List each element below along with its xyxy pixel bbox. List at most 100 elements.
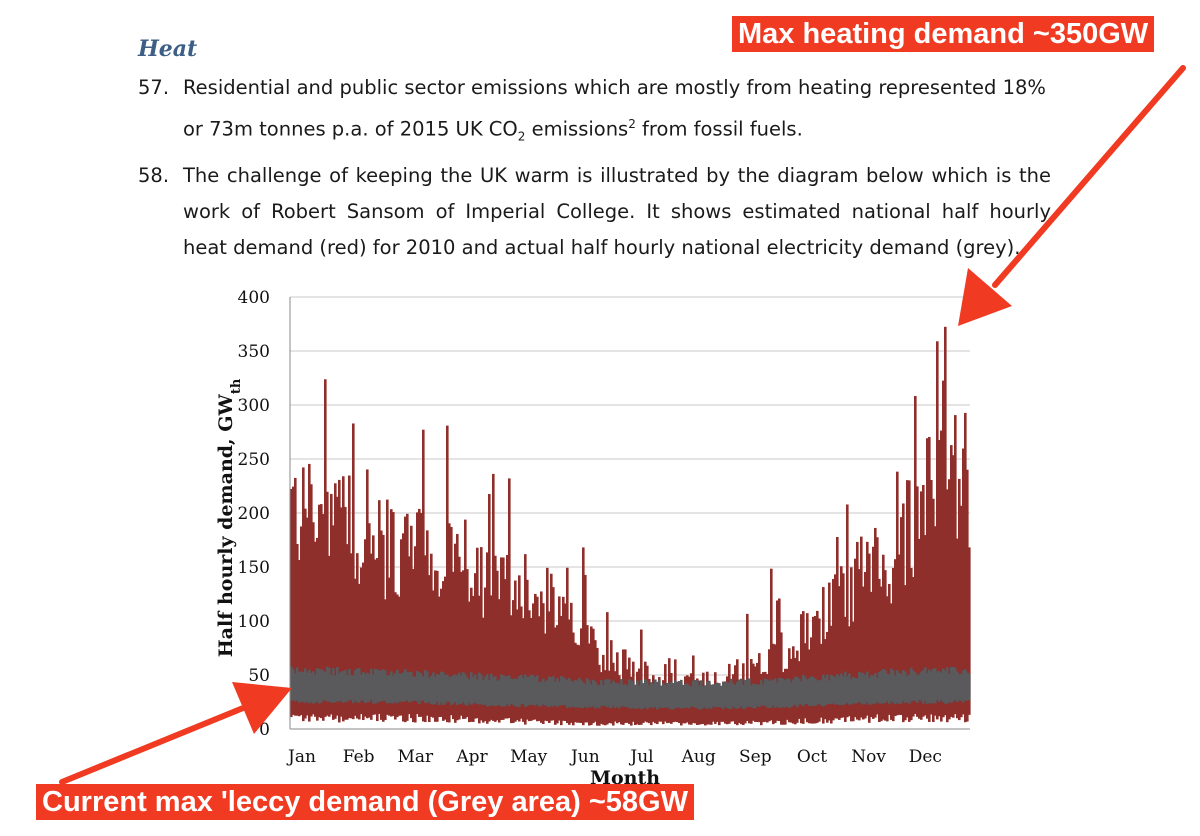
heat-demand-bar	[572, 632, 575, 726]
electricity-demand-bar	[956, 671, 959, 703]
heat-demand-bar	[350, 553, 353, 719]
heat-demand-bar	[554, 627, 557, 725]
heat-demand-bar	[498, 599, 501, 723]
electricity-demand-bar	[626, 685, 629, 708]
electricity-demand-callout: Current max 'leccy demand (Grey area) ~5…	[36, 784, 694, 820]
electricity-demand-bar	[700, 680, 703, 710]
electricity-demand-bar	[462, 672, 465, 703]
electricity-demand-bar	[896, 670, 899, 703]
electricity-demand-bar	[546, 680, 549, 707]
electricity-demand-bar	[906, 676, 909, 703]
electricity-demand-bar	[444, 675, 447, 704]
electricity-demand-bar	[666, 682, 669, 708]
heat-demand-bar	[836, 537, 839, 719]
heat-demand-bar	[444, 576, 447, 720]
electricity-demand-bar	[354, 670, 357, 701]
heat-demand-bar	[432, 590, 435, 718]
electricity-demand-bar	[900, 673, 903, 704]
heat-demand-bar	[926, 438, 929, 719]
electricity-demand-bar	[748, 678, 751, 707]
electricity-demand-bar	[854, 678, 857, 704]
electricity-demand-bar	[492, 677, 495, 706]
electricity-demand-bar	[758, 684, 761, 708]
electricity-demand-bar	[474, 674, 477, 703]
electricity-demand-bar	[594, 681, 597, 709]
electricity-demand-bar	[346, 675, 349, 702]
y-tick-label: 200	[238, 504, 270, 524]
heat-demand-bar	[928, 436, 931, 722]
heat-demand-bar	[430, 553, 433, 717]
heat-demand-bar	[746, 613, 749, 721]
electricity-demand-bar	[792, 679, 795, 706]
electricity-demand-bar	[836, 674, 839, 704]
heat-demand-bar	[852, 621, 855, 722]
electricity-demand-bar	[542, 678, 545, 705]
electricity-demand-bar	[414, 676, 417, 701]
electricity-demand-bar	[932, 668, 935, 704]
electricity-demand-bar	[636, 680, 639, 709]
electricity-demand-bar	[422, 676, 425, 701]
heat-demand-bar	[328, 555, 331, 717]
heat-demand-bar	[816, 610, 819, 723]
electricity-demand-bar	[456, 675, 459, 706]
heat-demand-bar	[906, 480, 909, 718]
heat-demand-bar	[534, 593, 537, 720]
heat-demand-bar	[914, 395, 917, 714]
electricity-demand-bar	[554, 682, 557, 705]
electricity-demand-bar	[786, 678, 789, 707]
electricity-demand-bar	[334, 675, 337, 703]
heat-demand-bar	[420, 512, 423, 717]
heat-demand-bar	[326, 491, 329, 716]
electricity-demand-bar	[518, 676, 521, 708]
heat-demand-bar	[464, 519, 467, 719]
heat-demand-bar	[502, 557, 505, 720]
heat-demand-bar	[510, 615, 513, 724]
electricity-demand-bar	[670, 681, 673, 710]
heat-demand-bar	[486, 552, 489, 724]
electricity-demand-bar	[306, 672, 309, 702]
heat-demand-bar	[896, 471, 899, 716]
electricity-demand-bar	[686, 683, 689, 708]
heat-demand-bar	[910, 567, 913, 721]
heat-demand-bar	[966, 469, 969, 722]
heat-demand-bar	[858, 569, 861, 721]
heat-demand-bar	[566, 567, 569, 724]
heat-demand-bar	[518, 575, 521, 722]
electricity-demand-bar	[634, 684, 637, 709]
electricity-demand-bar	[750, 684, 753, 708]
electricity-demand-bar	[622, 684, 625, 707]
electricity-demand-bar	[316, 668, 319, 702]
heat-demand-bar	[412, 568, 415, 723]
electricity-demand-bar	[558, 681, 561, 706]
electricity-demand-bar	[472, 676, 475, 704]
heat-demand-bar	[470, 587, 473, 722]
heat-demand-bar	[500, 557, 503, 720]
heat-demand-bar	[776, 600, 779, 721]
heat-demand-bar	[872, 546, 875, 719]
electricity-demand-bar	[664, 684, 667, 708]
annotation-arrows	[59, 65, 1186, 785]
chart-labels: 0 50 100 150 200 250 300 350 400 Jan Feb Mar Apr May J…	[215, 288, 942, 789]
heat-demand-bar	[556, 625, 559, 724]
electricity-demand-bar	[926, 672, 929, 704]
heat-demand-bar	[490, 595, 493, 720]
heat-demand-bar	[842, 573, 845, 718]
electricity-demand-bar	[876, 677, 879, 702]
heat-demand-bar	[458, 556, 461, 720]
electricity-demand-bar	[528, 676, 531, 705]
electricity-demand-bar	[598, 685, 601, 709]
electricity-demand-bar	[300, 671, 303, 702]
heat-demand-bar	[342, 476, 345, 722]
electricity-demand-bar	[868, 677, 871, 705]
heat-demand-bar	[442, 581, 445, 721]
electricity-demand-bar	[322, 670, 325, 700]
electricity-demand-bar	[782, 678, 785, 707]
electricity-demand-bar	[928, 669, 931, 704]
electricity-demand-bar	[912, 670, 915, 701]
heat-demand-bar	[864, 571, 867, 719]
heat-demand-bar	[320, 504, 323, 719]
electricity-demand-bar	[532, 675, 535, 705]
heat-demand-bar	[908, 480, 911, 722]
electricity-demand-bar	[866, 671, 869, 703]
electricity-demand-bar	[430, 675, 433, 705]
